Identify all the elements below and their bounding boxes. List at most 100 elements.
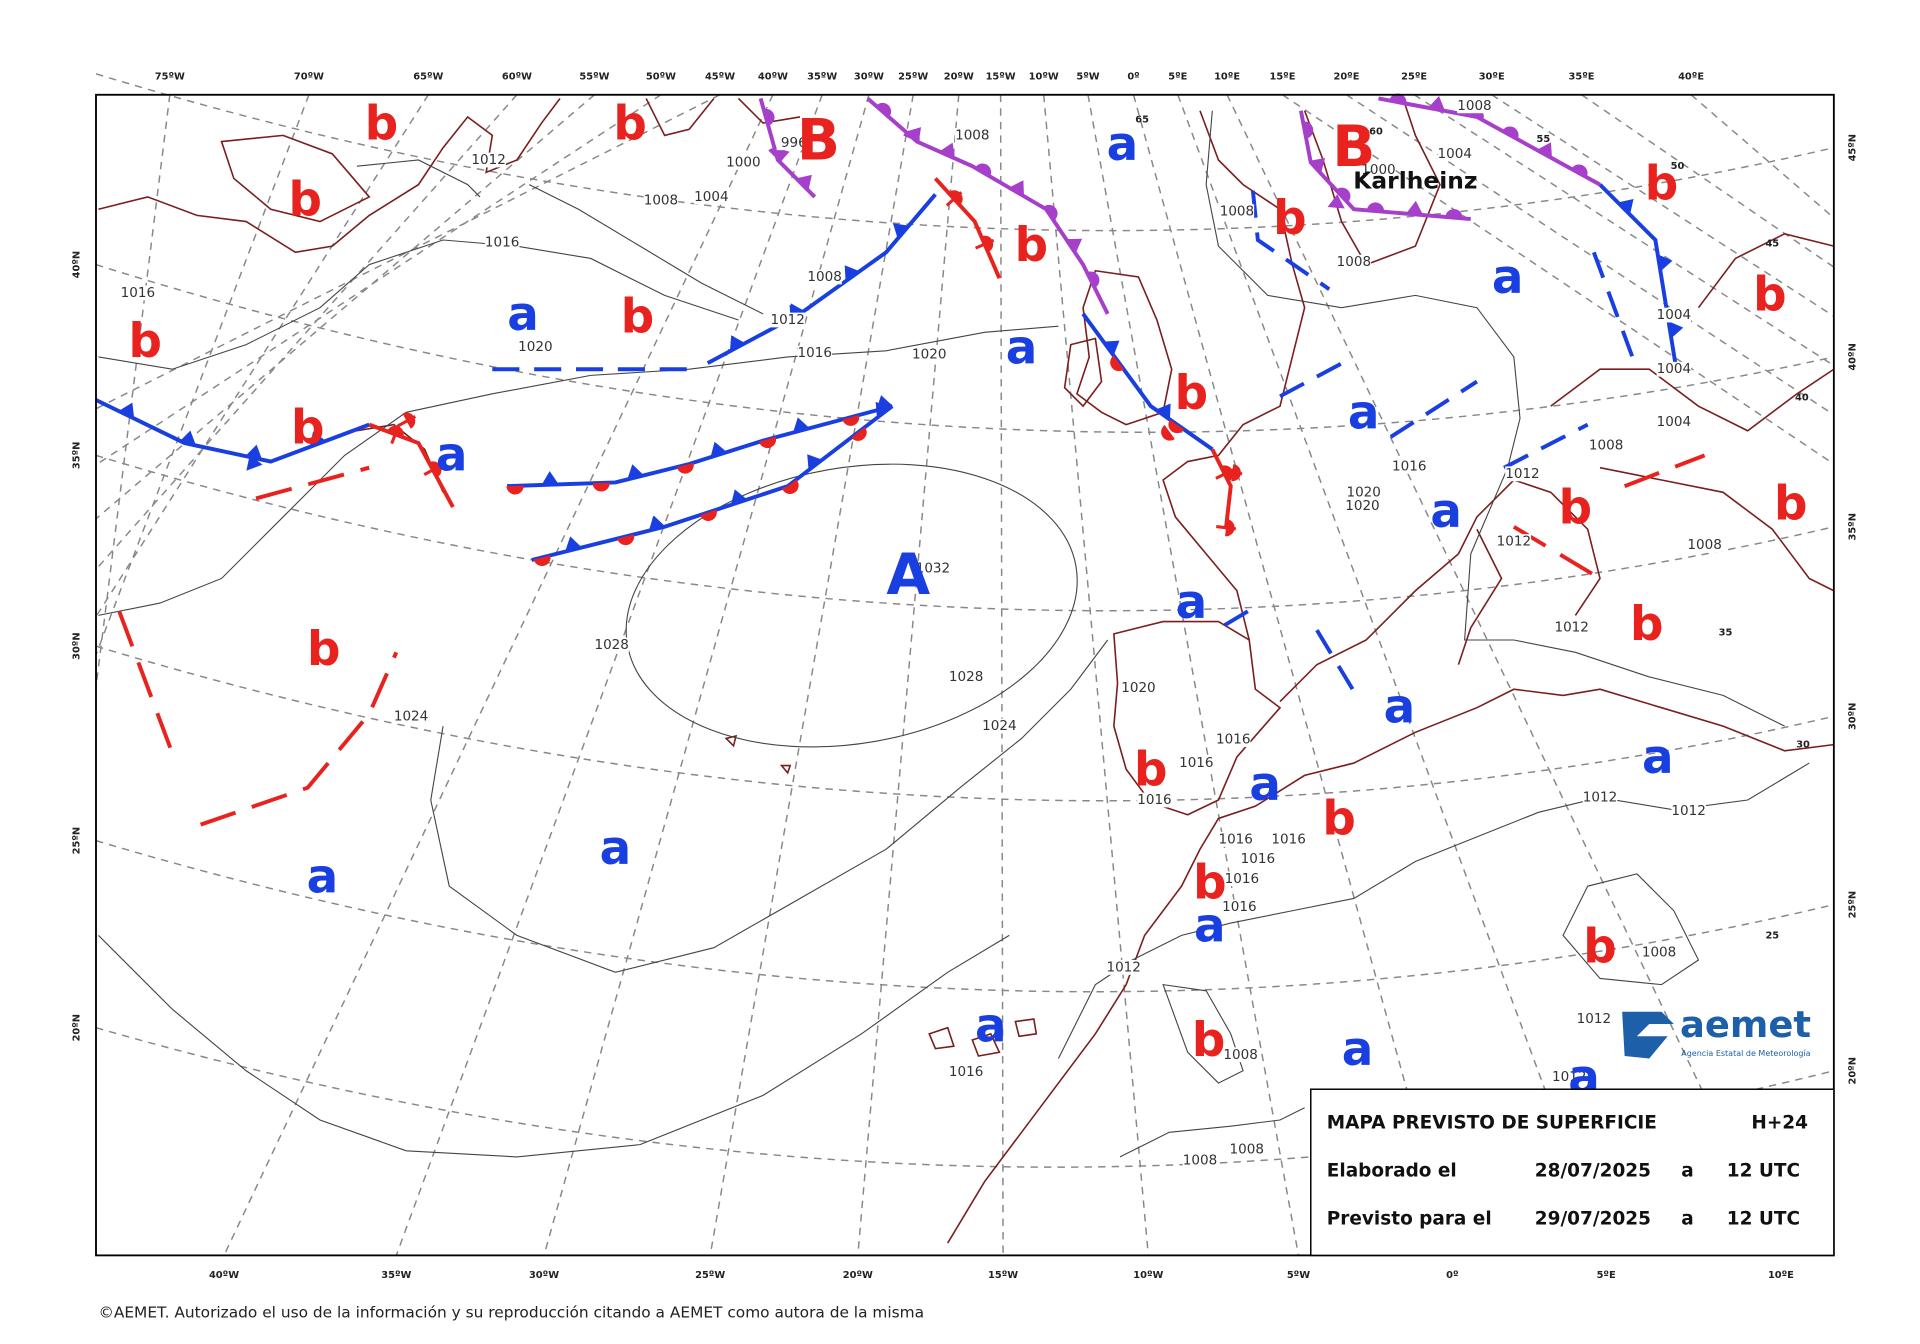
top-axis-label: 50ºW bbox=[646, 71, 676, 82]
isobar-label-bg bbox=[1457, 98, 1492, 114]
pressure-centre: a bbox=[1006, 321, 1038, 375]
fronts bbox=[95, 93, 1706, 827]
front-symbol bbox=[390, 424, 401, 445]
isobar-label: 1012 bbox=[471, 152, 505, 168]
isobar-label-bg bbox=[915, 561, 951, 576]
isobar-label-bg bbox=[726, 155, 761, 170]
isobar bbox=[1562, 873, 1700, 986]
parallel bbox=[95, 73, 1835, 232]
top-axis-label: 30ºW bbox=[854, 71, 884, 82]
logo: aemet Agencia Estatal de Meteorología bbox=[1622, 1003, 1811, 1059]
top-axis-label: 65ºW bbox=[413, 71, 443, 82]
isobar-label: 1016 bbox=[1271, 831, 1305, 847]
front-line bbox=[531, 404, 894, 562]
bottom-axis-label: 35ºW bbox=[381, 1270, 411, 1281]
front-symbol bbox=[1086, 271, 1100, 288]
front-symbol bbox=[700, 509, 717, 521]
isobar-label: 1008 bbox=[1589, 438, 1623, 454]
top-axis-label: 15ºW bbox=[986, 71, 1016, 82]
isobar-label: 1008 bbox=[644, 193, 678, 209]
isobar-label-bg bbox=[948, 669, 984, 685]
isobar-label: 1004 bbox=[694, 189, 728, 205]
isobar-label: 1020 bbox=[1345, 498, 1379, 514]
isobar bbox=[356, 159, 764, 315]
front-symbol bbox=[1302, 121, 1314, 139]
right-axis-label: 35ºN bbox=[1847, 513, 1858, 540]
isobar-label: 1020 bbox=[912, 346, 946, 362]
coastline bbox=[1162, 98, 1441, 641]
front-line bbox=[1503, 422, 1589, 470]
isobar-label: 1012 bbox=[1106, 959, 1140, 975]
isobar bbox=[430, 639, 1109, 973]
isobar bbox=[1162, 983, 1244, 1084]
meridian bbox=[95, 94, 595, 520]
bottom-axis-label: 10ºW bbox=[1133, 1270, 1163, 1281]
isobar-label-bg bbox=[1137, 792, 1172, 808]
front-symbol bbox=[1009, 180, 1024, 197]
front-symbol bbox=[423, 463, 443, 476]
isobar-label-bg bbox=[797, 345, 832, 361]
isobar-label: 1012 bbox=[1552, 1069, 1586, 1085]
top-axis-label: 70ºW bbox=[294, 71, 324, 82]
front-line bbox=[706, 193, 937, 365]
front-symbol bbox=[730, 489, 748, 505]
front-symbol bbox=[118, 402, 135, 419]
front-symbol bbox=[179, 430, 196, 446]
front-line bbox=[255, 465, 370, 501]
parallel bbox=[95, 839, 1835, 993]
front-symbol bbox=[729, 335, 746, 352]
isobar-label-bg bbox=[471, 152, 506, 168]
top-axis-label: 35ºE bbox=[1569, 71, 1595, 82]
meridian bbox=[1282, 94, 1835, 465]
front-symbol bbox=[1103, 340, 1120, 356]
isobar-label: 1024 bbox=[394, 708, 428, 724]
top-axis-label: 55ºW bbox=[579, 71, 609, 82]
pressure-centre: b bbox=[1322, 793, 1355, 847]
front-symbol bbox=[1366, 202, 1385, 212]
front-symbol bbox=[1502, 126, 1519, 140]
front-symbol bbox=[851, 427, 867, 441]
front-line bbox=[1210, 448, 1233, 530]
meridian bbox=[857, 94, 960, 1256]
coastline bbox=[1063, 337, 1103, 408]
front-symbol bbox=[939, 142, 955, 159]
isobar-label-bg bbox=[1505, 466, 1540, 482]
isobar-label-bg bbox=[1656, 307, 1692, 323]
isobar-label: 1016 bbox=[1137, 792, 1171, 808]
pressure-centre: b bbox=[613, 97, 646, 151]
bottom-axis-label: 5ºW bbox=[1287, 1270, 1310, 1281]
meridian bbox=[95, 94, 171, 687]
front-symbol bbox=[309, 431, 326, 447]
left-axis-label: 40ºN bbox=[71, 251, 82, 278]
front-symbol bbox=[875, 401, 891, 418]
front-symbol bbox=[1617, 198, 1634, 215]
front-symbol bbox=[592, 482, 610, 492]
front-symbol bbox=[506, 485, 524, 495]
isobar bbox=[1057, 762, 1810, 1059]
parallel bbox=[95, 263, 1835, 433]
isobar-label-bg bbox=[518, 339, 553, 355]
isobar-label: 1020 bbox=[518, 339, 552, 355]
top-axis-label: 30ºE bbox=[1479, 71, 1505, 82]
meridian bbox=[223, 94, 774, 1256]
isobar-label: 1004 bbox=[1657, 307, 1691, 323]
isobar-label-bg bbox=[955, 128, 990, 143]
front-symbol bbox=[793, 417, 810, 433]
meridian bbox=[999, 94, 1004, 1256]
top-axis-label: 5ºW bbox=[1076, 71, 1099, 82]
top-axis-label: 40ºW bbox=[758, 71, 788, 82]
front-symbol bbox=[1066, 238, 1083, 254]
info-title: MAPA PREVISTO DE SUPERFICIE bbox=[1327, 1113, 1657, 1134]
isobar-label-bg bbox=[1121, 680, 1156, 696]
bottom-axis-label: 25ºW bbox=[695, 1270, 725, 1281]
isobar-label: 1012 bbox=[1554, 620, 1588, 636]
isobar-label: 1008 bbox=[1220, 204, 1254, 220]
front-symbol bbox=[945, 191, 963, 207]
front-line bbox=[117, 611, 175, 754]
front-symbol bbox=[1445, 209, 1463, 219]
front-symbol bbox=[1044, 204, 1058, 221]
info-time: 12 UTC bbox=[1727, 1209, 1800, 1230]
isobar-label: 1020 bbox=[1121, 680, 1155, 696]
isobar-label-bg bbox=[982, 718, 1017, 734]
